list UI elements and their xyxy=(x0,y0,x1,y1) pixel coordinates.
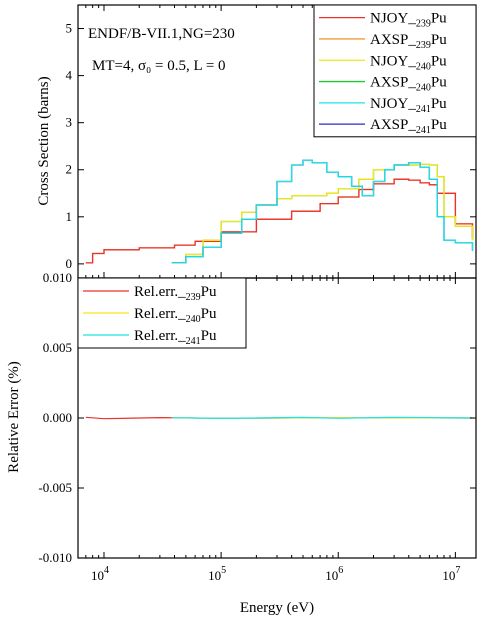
top-y-axis-title: Cross Section (barns) xyxy=(36,76,52,205)
bottom-series-lines xyxy=(85,416,473,420)
bottom-y-tick-label: 0.000 xyxy=(43,410,72,425)
top-y-tick-label: 4 xyxy=(66,68,73,83)
series-line-NJOY_239Pu xyxy=(85,178,474,264)
series-line-AXSP_239Pu xyxy=(85,178,474,264)
x-tick-label: 107 xyxy=(442,565,460,583)
bottom-legend: Rel.err._239PuRel.err._240PuRel.err._241… xyxy=(77,277,247,349)
bottom-y-tick-label: 0.010 xyxy=(43,270,72,285)
series-line-NJOY_241Pu xyxy=(171,159,474,264)
x-axis-title: Energy (eV) xyxy=(240,600,314,616)
top-plot: 0 1 2 3 4 5 ENDF/B-VII.1,NG=230 MT=4, σ₀ = 0.… xyxy=(36,4,477,279)
x-tick-label: 106 xyxy=(325,565,343,583)
top-y-tick-label: 1 xyxy=(66,209,73,224)
top-y-tick-label: 0 xyxy=(66,256,73,271)
top-annotation-2: MT=4, σ₀ = 0.5, L = 0 xyxy=(92,58,226,74)
top-legend: NJOY_239PuAXSP_239PuNJOY_240PuAXSP_240Pu… xyxy=(313,4,477,138)
bottom-y-axis-title: Relative Error (%) xyxy=(6,361,22,473)
top-y-tick-label: 2 xyxy=(66,162,73,177)
bottom-y-tick-label: -0.010 xyxy=(38,550,72,565)
series-line-NJOY_240Pu xyxy=(171,163,474,264)
bottom-y-tick-label: 0.005 xyxy=(43,340,72,355)
top-annotation-1: ENDF/B-VII.1,NG=230 xyxy=(88,26,235,42)
x-tick-label: 104 xyxy=(91,565,109,583)
top-series-lines xyxy=(85,159,474,264)
top-y-tick-label: 3 xyxy=(66,115,73,130)
top-legend-box xyxy=(313,4,477,138)
bottom-y-tick-label: -0.005 xyxy=(38,480,72,495)
series-line-Rel.err._241Pu xyxy=(171,416,473,420)
x-tick-label: 105 xyxy=(208,565,226,583)
top-y-tick-label: 5 xyxy=(66,21,73,36)
series-line-AXSP_240Pu xyxy=(171,163,474,264)
